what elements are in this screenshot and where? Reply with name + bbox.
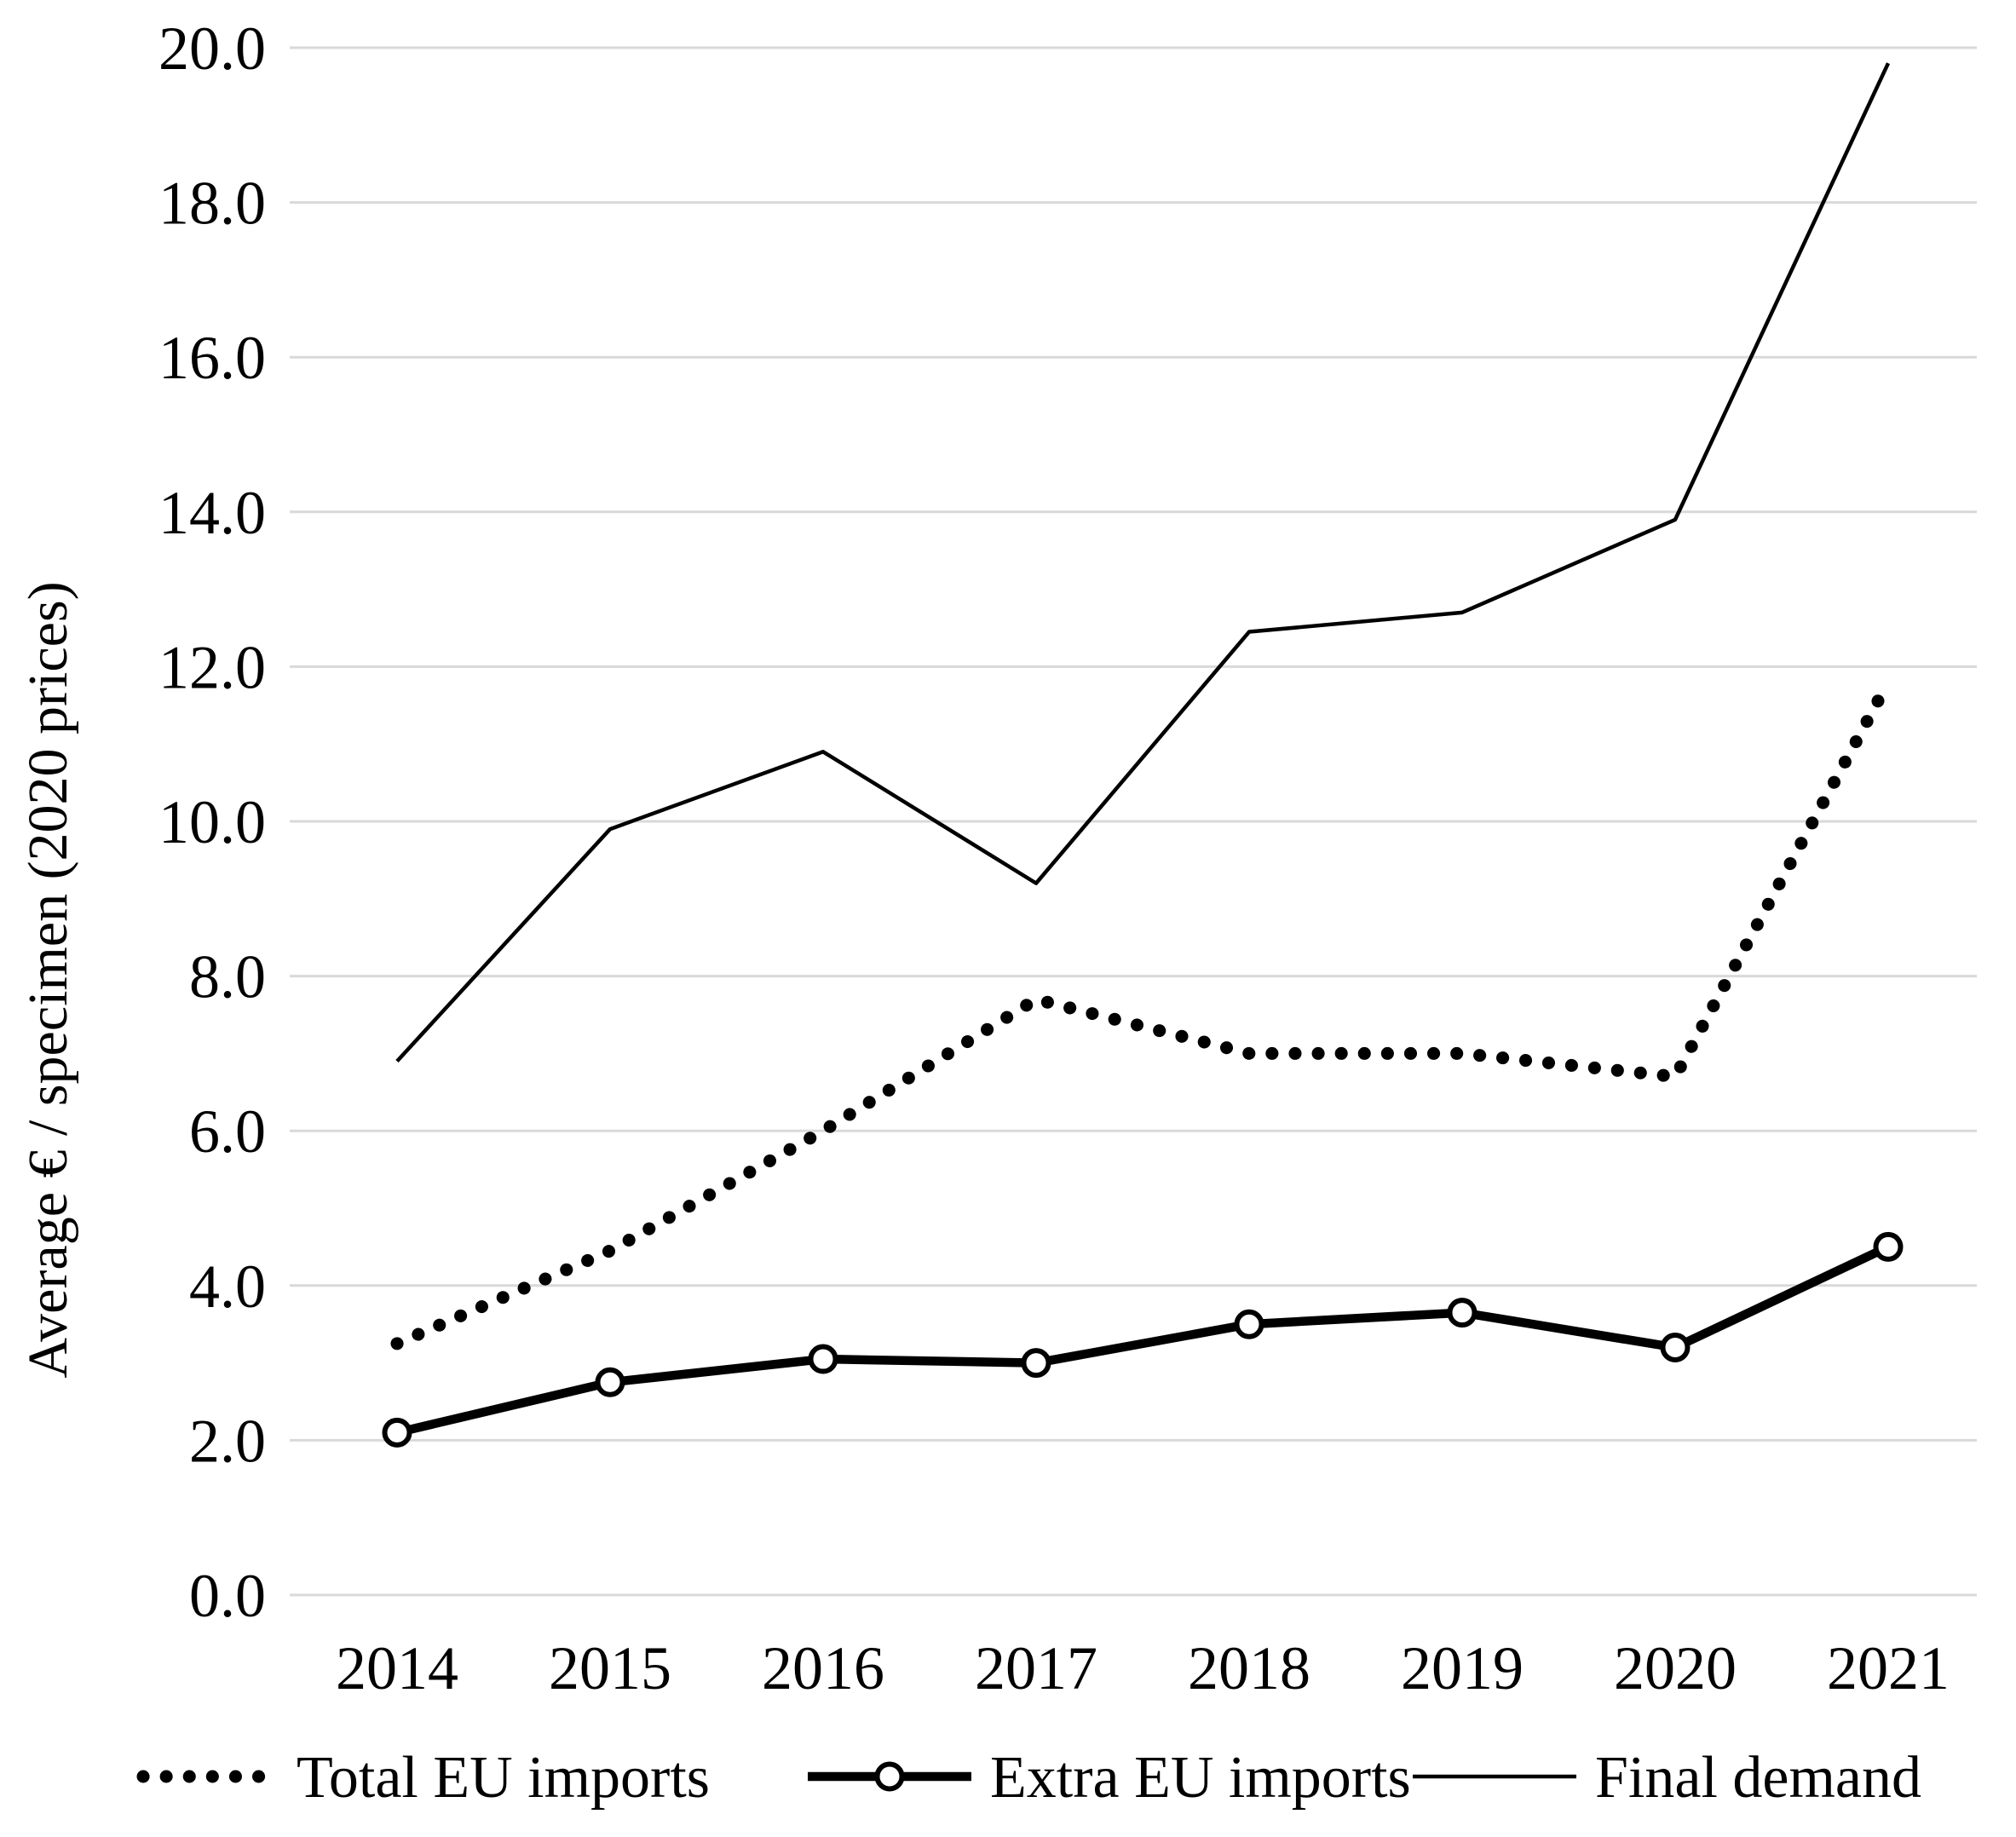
extra-eu-imports-marker <box>1660 1332 1691 1362</box>
x-axis-tick-labels: 2014 2015 2016 2017 2018 2019 2020 2021 <box>336 1634 1950 1702</box>
legend: Total EU imports Extra EU imports Final de… <box>136 1745 1921 1811</box>
y-axis-tick-label: 12.0 <box>158 633 266 701</box>
legend-item-final-demand: Final demand <box>1413 1745 1921 1811</box>
y-axis-tick-label: 20.0 <box>158 14 266 83</box>
extra-eu-imports-marker <box>808 1344 838 1374</box>
y-axis-tick-label: 10.0 <box>158 788 266 856</box>
y-axis-tick-label: 18.0 <box>158 170 266 238</box>
y-axis-tick-label: 14.0 <box>158 479 266 547</box>
legend-label: Extra EU imports <box>990 1745 1411 1811</box>
series-markers <box>382 1231 1904 1448</box>
extra-eu-imports-marker <box>1873 1231 1904 1262</box>
x-axis-tick-label-2015: 2015 <box>549 1634 671 1702</box>
extra-eu-imports-line <box>395 1242 1891 1437</box>
y-axis-tick-label: 8.0 <box>189 943 266 1011</box>
final-demand-line <box>395 62 1891 1063</box>
x-axis-tick-label-2018: 2018 <box>1188 1634 1310 1702</box>
total-eu-imports-line <box>390 676 1895 1350</box>
y-axis-tick-label: 16.0 <box>158 324 266 392</box>
extra-eu-imports-marker <box>595 1367 625 1397</box>
legend-item-extra-eu-imports: Extra EU imports <box>808 1745 1411 1811</box>
y-axis-tick-label: 6.0 <box>189 1097 266 1166</box>
x-axis-tick-label-2014: 2014 <box>336 1634 458 1702</box>
legend-item-total-eu-imports: Total EU imports <box>136 1745 710 1811</box>
x-axis-tick-label-2017: 2017 <box>975 1634 1097 1702</box>
legend-label: Total EU imports <box>297 1745 710 1811</box>
x-axis-tick-label-2020: 2020 <box>1614 1634 1737 1702</box>
legend-open-circle-marker-icon <box>874 1761 905 1792</box>
y-axis-tick-label: 4.0 <box>189 1252 266 1321</box>
y-axis-tick-label: 2.0 <box>189 1407 266 1475</box>
x-axis-tick-label-2019: 2019 <box>1401 1634 1524 1702</box>
extra-eu-imports-marker <box>1447 1298 1477 1328</box>
extra-eu-imports-marker <box>1021 1348 1051 1379</box>
series-lines <box>390 62 1895 1437</box>
gridlines <box>290 46 1977 1597</box>
y-axis-tick-labels: 0.0 2.0 4.0 6.0 8.0 10.0 12.0 14.0 16.0 18.0 20.0 <box>158 14 266 1630</box>
x-axis-tick-label-2016: 2016 <box>762 1634 884 1702</box>
legend-label: Final demand <box>1595 1745 1921 1811</box>
extra-eu-imports-marker <box>1234 1309 1264 1339</box>
x-axis-tick-label-2021: 2021 <box>1827 1634 1950 1702</box>
y-axis-title: Average € / specimen (2020 prices) <box>17 581 79 1378</box>
extra-eu-imports-marker <box>382 1417 412 1448</box>
y-axis-tick-label: 0.0 <box>189 1562 266 1630</box>
